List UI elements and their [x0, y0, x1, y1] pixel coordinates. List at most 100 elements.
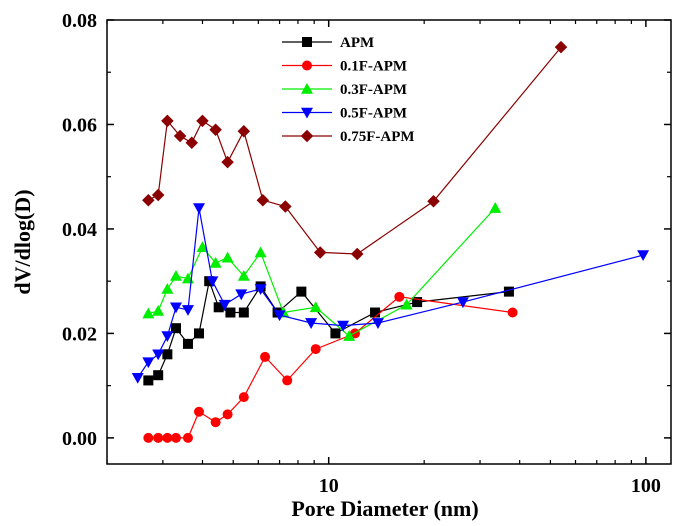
- data-point: [210, 417, 221, 428]
- data-point: [161, 114, 174, 128]
- data-point: [142, 193, 155, 207]
- data-point: [196, 241, 209, 253]
- data-point: [151, 188, 165, 202]
- data-point: [343, 330, 356, 341]
- data-point: [162, 432, 173, 443]
- data-point: [221, 155, 234, 169]
- data-point: [173, 129, 187, 143]
- data-point: [503, 286, 514, 297]
- data-point: [142, 357, 155, 369]
- data-point: [412, 297, 423, 308]
- data-point: [143, 432, 154, 443]
- data-point: [554, 40, 568, 54]
- data-point: [209, 256, 222, 268]
- data-point: [489, 202, 502, 213]
- data-point: [260, 351, 271, 362]
- series-0.3F-APM: [142, 202, 502, 341]
- data-point: [256, 193, 270, 207]
- data-point: [162, 349, 173, 360]
- data-point: [273, 310, 286, 322]
- series-0.5F-APM: [131, 203, 650, 384]
- data-point: [218, 299, 231, 311]
- data-point: [170, 432, 181, 443]
- data-point: [330, 328, 341, 339]
- legend-item: 0.3F-APM: [282, 82, 407, 98]
- data-point: [152, 349, 165, 361]
- data-point: [181, 305, 194, 316]
- series-APM: [143, 276, 514, 386]
- data-point: [206, 276, 219, 288]
- data-point: [238, 392, 249, 403]
- legend-marker: [301, 107, 313, 119]
- axis-ticks: [106, 19, 671, 464]
- y-tick-label: 0.04: [62, 219, 97, 241]
- data-point: [182, 338, 193, 349]
- data-point: [394, 291, 405, 302]
- legend-label: 0.1F-APM: [340, 59, 407, 75]
- data-point: [309, 301, 322, 313]
- data-point: [161, 283, 174, 294]
- series-line: [148, 296, 513, 439]
- data-point: [507, 307, 518, 318]
- data-point: [222, 409, 233, 420]
- data-point: [282, 375, 293, 386]
- data-point: [142, 307, 155, 319]
- data-point: [254, 246, 267, 258]
- data-point: [237, 269, 250, 281]
- y-tick-label: 0.08: [62, 10, 97, 32]
- legend-label: 0.3F-APM: [340, 82, 407, 98]
- y-tick-label: 0.02: [62, 323, 97, 345]
- data-point: [235, 289, 248, 301]
- data-point: [213, 302, 224, 313]
- data-point: [153, 432, 164, 443]
- legend-item: 0.5F-APM: [282, 106, 407, 122]
- legend-marker: [301, 83, 313, 94]
- legend-marker: [300, 129, 314, 143]
- data-point: [196, 114, 209, 128]
- data-point: [456, 297, 469, 309]
- legend-item: 0.1F-APM: [282, 59, 407, 75]
- axis-tick-labels: 0.00 0.02 0.04 0.06 0.08 10 100: [62, 10, 661, 497]
- x-tick-label: 10: [319, 475, 339, 497]
- data-point: [427, 195, 440, 208]
- y-axis-title: dV/dlog(D): [10, 189, 35, 294]
- data-point: [182, 432, 193, 443]
- y-tick-label: 0.00: [62, 428, 97, 450]
- data-point: [169, 269, 182, 281]
- legend-item: 0.75F-APM: [282, 129, 415, 145]
- series-line: [148, 46, 562, 255]
- data-point: [400, 298, 413, 310]
- data-point: [152, 304, 165, 316]
- data-point: [238, 307, 249, 318]
- data-point: [337, 320, 350, 332]
- legend-item: APM: [282, 35, 374, 51]
- data-point: [193, 406, 204, 417]
- data-point: [237, 125, 251, 138]
- data-point: [143, 375, 154, 386]
- y-tick-label: 0.06: [62, 114, 97, 136]
- legend-label: 0.5F-APM: [340, 106, 407, 122]
- data-point: [193, 328, 204, 339]
- data-point: [296, 286, 307, 297]
- data-point: [131, 373, 144, 384]
- x-axis-title: Pore Diameter (nm): [291, 496, 478, 521]
- data-point: [161, 331, 174, 343]
- data-point: [254, 284, 267, 296]
- data-point: [305, 318, 318, 329]
- data-point: [370, 307, 381, 318]
- data-point: [153, 370, 164, 381]
- data-point: [209, 123, 222, 136]
- legend-label: APM: [340, 35, 374, 51]
- legend: APM 0.1F-APM 0.3F-APM 0.5F-APM 0.75F-APM: [282, 35, 415, 145]
- data-point: [279, 200, 292, 213]
- data-point: [192, 203, 205, 215]
- data-point: [170, 323, 181, 334]
- series-layer: [131, 40, 650, 443]
- series-0.1F-APM: [143, 291, 518, 443]
- legend-marker: [302, 60, 312, 71]
- series-0.75F-APM: [142, 40, 568, 261]
- data-point: [313, 246, 327, 259]
- data-point: [637, 250, 650, 262]
- data-point: [225, 307, 236, 318]
